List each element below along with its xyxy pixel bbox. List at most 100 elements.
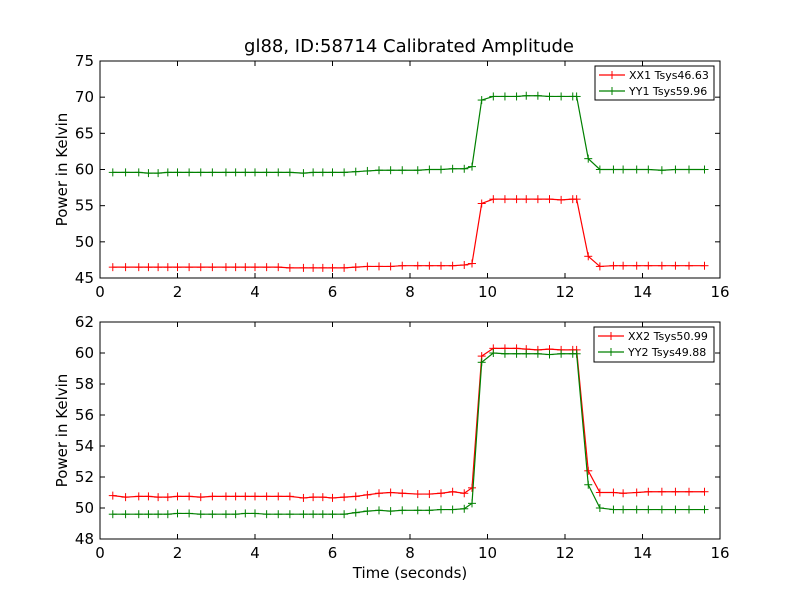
data-point-marker <box>274 263 283 272</box>
data-point-marker <box>700 261 709 270</box>
data-point-marker <box>609 505 618 514</box>
x-tick-label: 10 <box>478 283 497 301</box>
data-point-marker <box>363 507 372 516</box>
data-point-marker <box>185 492 194 501</box>
data-point-marker <box>363 262 372 271</box>
data-point-marker <box>619 505 628 514</box>
x-tick-label: 4 <box>250 544 260 562</box>
data-point-marker <box>437 261 445 270</box>
data-point-marker <box>185 263 194 272</box>
data-point-marker <box>134 263 143 272</box>
data-point-marker <box>262 492 271 501</box>
x-tick-label: 14 <box>633 544 652 562</box>
data-point-marker <box>533 91 542 100</box>
data-point-marker <box>173 492 182 501</box>
data-point-marker <box>231 168 240 177</box>
data-point-marker <box>221 492 230 501</box>
data-point-marker <box>500 349 509 358</box>
y-tick-label: 70 <box>75 88 94 106</box>
data-point-marker <box>173 263 182 272</box>
data-point-marker <box>108 510 117 519</box>
data-point-marker <box>163 493 172 502</box>
y-tick-label: 65 <box>75 124 94 142</box>
data-point-marker <box>545 350 554 359</box>
data-point-marker <box>386 488 395 497</box>
data-point-marker <box>468 483 476 492</box>
legend-box <box>593 326 715 363</box>
data-point-marker <box>154 169 163 178</box>
data-point-marker <box>584 252 593 261</box>
data-point-marker <box>609 261 618 270</box>
data-point-marker <box>468 499 476 508</box>
data-point-marker <box>121 493 130 502</box>
data-point-marker <box>522 91 531 100</box>
data-point-marker <box>437 489 445 498</box>
data-point-marker <box>657 487 666 496</box>
data-point-marker <box>700 165 709 174</box>
y-tick-label: 56 <box>75 406 94 424</box>
data-point-marker <box>351 167 360 176</box>
data-point-marker <box>522 349 531 358</box>
data-point-marker <box>595 165 604 174</box>
data-point-marker <box>351 492 360 501</box>
data-point-marker <box>460 504 469 513</box>
x-tick-label: 12 <box>555 283 574 301</box>
data-point-marker <box>144 169 153 178</box>
data-point-marker <box>231 263 240 272</box>
data-point-marker <box>700 505 709 514</box>
data-point-marker <box>108 263 117 272</box>
data-point-marker <box>489 349 498 357</box>
data-point-marker <box>644 487 653 496</box>
data-point-marker <box>185 509 194 518</box>
data-point-marker <box>657 166 666 175</box>
data-point-marker <box>512 349 521 358</box>
data-point-marker <box>163 168 172 177</box>
data-point-marker <box>413 166 422 175</box>
data-point-marker <box>299 510 308 519</box>
data-point-marker <box>173 509 182 518</box>
x-tick-label: 8 <box>405 544 415 562</box>
data-point-marker <box>299 493 308 502</box>
data-point-marker <box>685 165 693 174</box>
data-point-marker <box>632 165 641 174</box>
data-point-marker <box>285 263 294 272</box>
y-tick-label: 50 <box>75 233 94 251</box>
data-point-marker <box>685 487 693 496</box>
data-point-marker <box>299 263 308 272</box>
data-point-marker <box>671 261 680 270</box>
data-point-marker <box>425 490 434 499</box>
x-tick-label: 6 <box>328 283 338 301</box>
y-tick-label: 60 <box>75 161 94 179</box>
plot-bottom-ticks: 0 2 4 6 8 10 12 14 16 48 50 52 54 56 58 60 62 <box>75 313 730 562</box>
data-point-marker <box>121 263 130 272</box>
data-point-marker <box>208 510 217 519</box>
plot-top: 0 2 4 6 8 10 12 14 16 45 50 55 60 65 70 75 Power in Kel… <box>53 52 730 301</box>
data-point-marker <box>619 261 628 270</box>
legend-entry-1: XX1 Tsys46.63 <box>599 69 709 82</box>
data-point-marker <box>595 488 604 497</box>
data-point-marker <box>557 92 566 101</box>
data-point-marker <box>121 510 130 519</box>
data-point-marker <box>500 195 509 204</box>
data-point-marker <box>363 166 372 175</box>
data-point-marker <box>328 493 337 502</box>
y-tick-label: 48 <box>75 530 94 548</box>
legend-box <box>594 65 715 101</box>
data-point-marker <box>163 510 172 519</box>
data-point-marker <box>173 168 182 177</box>
data-point-marker <box>274 168 283 177</box>
data-point-marker <box>572 349 581 358</box>
legend-label: XX1 Tsys46.63 <box>629 69 709 82</box>
data-point-marker <box>185 168 194 177</box>
x-tick-label: 8 <box>405 283 415 301</box>
data-point-marker <box>545 92 554 101</box>
data-point-marker <box>144 510 153 519</box>
y-tick-label: 62 <box>75 313 94 331</box>
data-point-marker <box>413 506 422 515</box>
plot-top-ticks: 0 2 4 6 8 10 12 14 16 45 50 55 60 65 70 75 <box>75 52 730 301</box>
data-point-marker <box>512 92 521 101</box>
x-tick-label: 6 <box>328 544 338 562</box>
data-point-marker <box>309 263 318 272</box>
data-point-marker <box>460 260 469 269</box>
data-point-marker <box>196 493 205 502</box>
